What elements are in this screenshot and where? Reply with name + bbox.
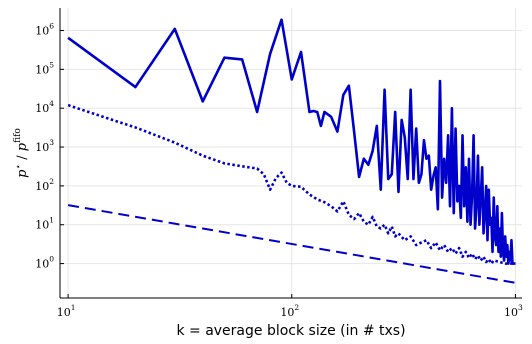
y-label-base2: p: [15, 142, 30, 151]
y-tick-label: 106: [35, 22, 54, 38]
y-tick-label: 104: [35, 99, 54, 115]
x-axis-label: k = average block size (in # txs): [176, 323, 405, 339]
y-tick-label: 105: [35, 60, 54, 76]
series-line-dashed: [67, 204, 516, 284]
y-tick-label: 103: [35, 138, 54, 154]
y-label-base: p: [15, 169, 30, 178]
y-axis-label: p⋆ / pfifo: [13, 128, 30, 178]
y-ticks: 100 101 102 103 104 105 106: [35, 22, 64, 271]
y-label-star: ⋆: [14, 164, 24, 170]
x-tick-label: 102: [280, 303, 299, 319]
y-label-sup2: fifo: [13, 128, 23, 143]
series-lines: [67, 18, 516, 284]
series-line-solid: [67, 18, 516, 265]
axes: [59, 8, 522, 299]
y-tick-label: 100: [35, 255, 54, 271]
x-tick-label: 101: [57, 303, 76, 319]
y-label-sep: /: [15, 151, 30, 164]
series-line-dotted: [67, 103, 516, 265]
y-tick-label: 101: [35, 216, 54, 232]
x-tick-label: 103: [504, 303, 523, 319]
y-tick-label: 102: [35, 177, 54, 193]
